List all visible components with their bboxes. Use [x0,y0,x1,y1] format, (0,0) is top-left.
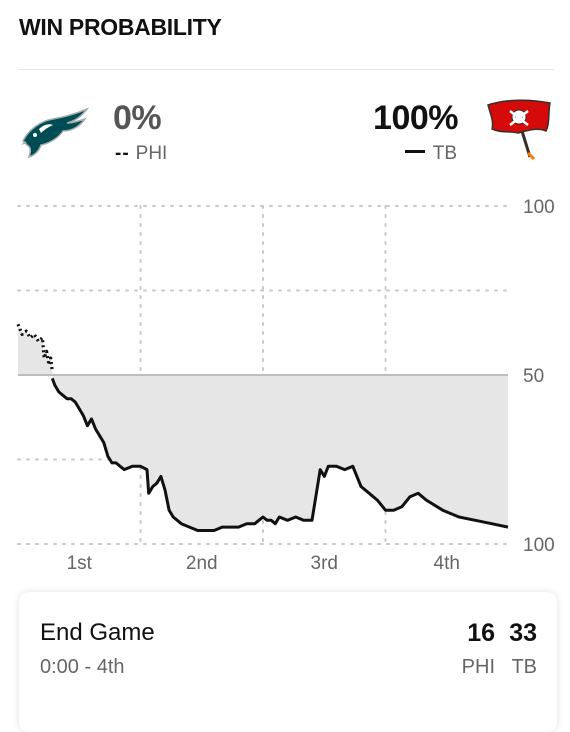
x-tick-label: 2nd [186,553,218,574]
game-status: End Game [40,619,155,646]
page-title: WIN PROBABILITY [19,14,222,40]
game-summary-card[interactable]: End Game 0:00 - 4th 16 33 PHI TB [19,592,557,732]
x-tick-label: 4th [434,553,460,574]
dotted-line-icon: -- [115,143,130,164]
series-line-phi [16,323,54,372]
away-score: 16 [467,619,495,647]
away-score-label: PHI [461,656,495,678]
away-team-abbr: PHI [135,143,168,164]
x-tick-label: 1st [67,553,93,574]
home-win-pct: 100% [373,99,458,137]
away-legend: -- PHI [115,143,167,165]
y-tick-label: 50 [523,366,544,387]
game-clock: 0:00 - 4th [40,656,125,678]
home-team-abbr: TB [432,143,457,164]
win-probability-chart: 100 50 100 1st 2nd 3rd 4th [16,197,555,574]
buccaneers-logo-icon [487,99,551,161]
y-tick-label: 100 [523,197,555,218]
x-tick-label: 3rd [311,553,338,574]
series-line-tb [50,377,509,532]
away-win-pct: 0% [113,99,162,137]
eagles-logo-icon [21,107,89,159]
y-tick-label: 100 [523,535,555,556]
probability-fill-area [18,324,508,531]
home-score: 33 [509,619,537,647]
away-team-block: 0% -- PHI [19,95,219,175]
home-team-block: 100% TB [354,95,554,175]
header-divider [19,69,554,70]
home-score-label: TB [511,656,537,678]
home-legend: TB [404,143,457,165]
solid-line-icon [404,150,425,154]
